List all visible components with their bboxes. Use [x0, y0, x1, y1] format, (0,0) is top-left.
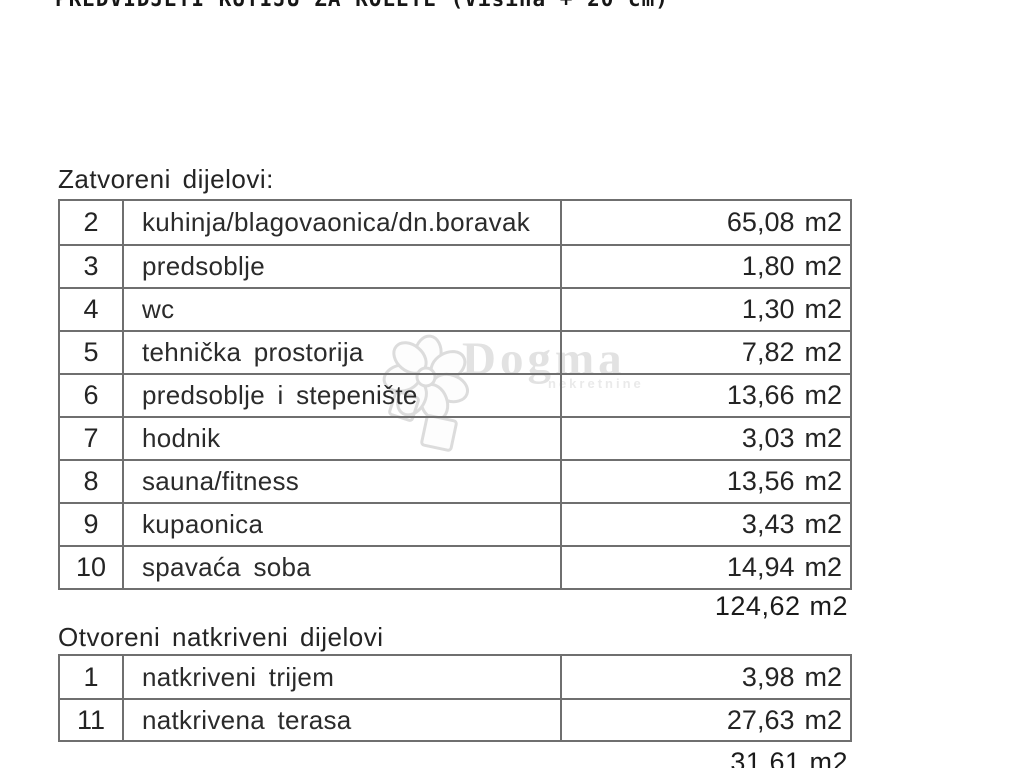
open-covered-parts-total: 31,61 m2: [730, 747, 848, 768]
area-unit: m2: [804, 509, 842, 539]
area-cell: 3,43 m2: [562, 504, 850, 545]
area-cell: 3,98 m2: [562, 656, 850, 698]
room-name-cell: hodnik: [124, 418, 562, 459]
room-name-cell: predsoblje: [124, 246, 562, 287]
table-row: 9 kupaonica 3,43 m2: [60, 502, 850, 545]
area-value: 13,56: [726, 466, 795, 496]
room-name-cell: natkrivena terasa: [124, 700, 562, 740]
section-heading-open-covered-parts: Otvoreni natkriveni dijelovi: [58, 622, 384, 652]
area-unit: m2: [804, 704, 842, 735]
room-name-cell: tehnička prostorija: [124, 332, 562, 373]
closed-parts-table: 2 kuhinja/blagovaonica/dn.boravak 65,08 m…: [58, 199, 852, 590]
total-value: 124,62: [714, 591, 801, 621]
area-cell: 14,94 m2: [562, 547, 850, 588]
row-number-cell: 7: [60, 418, 124, 459]
area-value: 7,82: [741, 337, 795, 367]
top-clipped-note: PREDVIDJETI KUTIJU ZA ROLETE (Visina + 2…: [55, 0, 669, 11]
row-number-cell: 1: [60, 656, 124, 698]
area-cell: 7,82 m2: [562, 332, 850, 373]
area-cell: 65,08 m2: [562, 201, 850, 244]
area-cell: 3,03 m2: [562, 418, 850, 459]
section-heading-closed-parts: Zatvoreni dijelovi:: [58, 164, 274, 194]
table-row: 6 predsoblje i stepenište 13,66 m2: [60, 373, 850, 416]
area-cell: 13,56 m2: [562, 461, 850, 502]
room-name-cell: predsoblje i stepenište: [124, 375, 562, 416]
row-number-cell: 8: [60, 461, 124, 502]
area-cell: 13,66 m2: [562, 375, 850, 416]
row-number-cell: 11: [60, 700, 124, 740]
table-row: 2 kuhinja/blagovaonica/dn.boravak 65,08 m…: [60, 201, 850, 244]
row-number-cell: 6: [60, 375, 124, 416]
area-cell: 1,80 m2: [562, 246, 850, 287]
area-value: 65,08: [726, 207, 795, 237]
room-name-cell: natkriveni trijem: [124, 656, 562, 698]
table-row: 10 spavaća soba 14,94 m2: [60, 545, 850, 588]
row-number-cell: 10: [60, 547, 124, 588]
row-number-cell: 9: [60, 504, 124, 545]
row-number-cell: 4: [60, 289, 124, 330]
area-value: 1,80: [741, 251, 795, 281]
area-unit: m2: [804, 466, 842, 496]
table-row: 4 wc 1,30 m2: [60, 287, 850, 330]
area-unit: m2: [804, 337, 842, 367]
area-value: 14,94: [726, 552, 795, 582]
row-number-cell: 3: [60, 246, 124, 287]
table-row: 8 sauna/fitness 13,56 m2: [60, 459, 850, 502]
area-unit: m2: [804, 294, 842, 324]
area-unit: m2: [804, 251, 842, 281]
total-value: 31,61: [730, 747, 801, 768]
row-number-cell: 5: [60, 332, 124, 373]
area-unit: m2: [804, 552, 842, 582]
room-name-cell: wc: [124, 289, 562, 330]
room-name-cell: kuhinja/blagovaonica/dn.boravak: [124, 201, 562, 244]
table-row: 11 natkrivena terasa 27,63 m2: [60, 698, 850, 740]
table-row: 1 natkriveni trijem 3,98 m2: [60, 656, 850, 698]
area-unit: m2: [804, 207, 842, 237]
table-row: 3 predsoblje 1,80 m2: [60, 244, 850, 287]
room-name-cell: spavaća soba: [124, 547, 562, 588]
area-cell: 1,30 m2: [562, 289, 850, 330]
area-cell: 27,63 m2: [562, 700, 850, 740]
area-value: 27,63: [726, 704, 795, 735]
area-value: 1,30: [741, 294, 795, 324]
room-name-cell: kupaonica: [124, 504, 562, 545]
area-value: 3,43: [741, 509, 795, 539]
area-value: 3,98: [741, 661, 795, 692]
table-row: 5 tehnička prostorija 7,82 m2: [60, 330, 850, 373]
total-unit: m2: [809, 591, 848, 621]
area-unit: m2: [804, 423, 842, 453]
area-value: 3,03: [741, 423, 795, 453]
area-unit: m2: [804, 380, 842, 410]
area-value: 13,66: [726, 380, 795, 410]
table-row: 7 hodnik 3,03 m2: [60, 416, 850, 459]
total-unit: m2: [809, 747, 848, 768]
area-unit: m2: [804, 661, 842, 692]
closed-parts-total: 124,62 m2: [715, 591, 848, 622]
room-name-cell: sauna/fitness: [124, 461, 562, 502]
row-number-cell: 2: [60, 201, 124, 244]
open-covered-parts-table: 1 natkriveni trijem 3,98 m2 11 natkrivena…: [58, 654, 852, 742]
